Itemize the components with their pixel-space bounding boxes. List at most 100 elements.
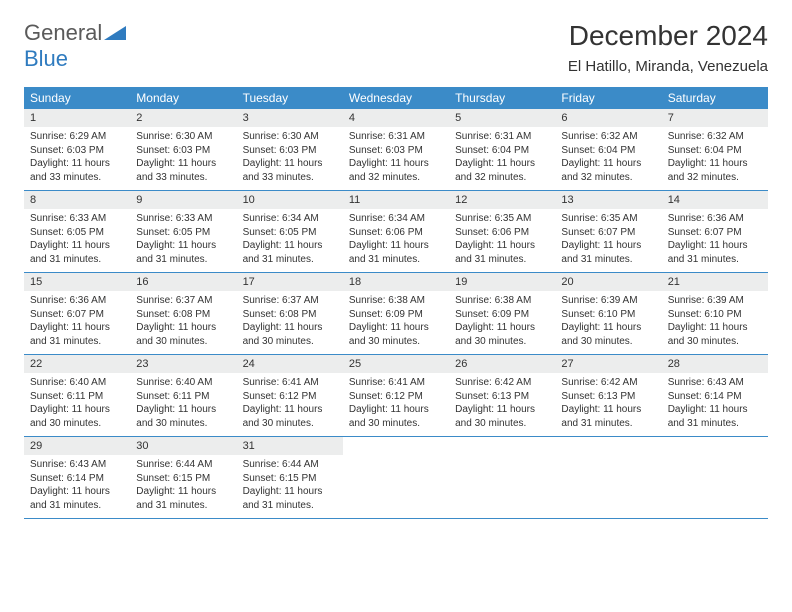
sunrise-text: Sunrise: 6:39 AM bbox=[561, 294, 655, 308]
sunset-text: Sunset: 6:12 PM bbox=[243, 390, 337, 404]
sunset-text: Sunset: 6:07 PM bbox=[668, 226, 762, 240]
daylight-text: Daylight: 11 hours and 31 minutes. bbox=[668, 239, 762, 266]
sunset-text: Sunset: 6:07 PM bbox=[30, 308, 124, 322]
day-cell: 20Sunrise: 6:39 AMSunset: 6:10 PMDayligh… bbox=[555, 273, 661, 354]
week-row: 15Sunrise: 6:36 AMSunset: 6:07 PMDayligh… bbox=[24, 273, 768, 355]
daylight-text: Daylight: 11 hours and 32 minutes. bbox=[668, 157, 762, 184]
week-row: 1Sunrise: 6:29 AMSunset: 6:03 PMDaylight… bbox=[24, 109, 768, 191]
day-number: 10 bbox=[237, 191, 343, 209]
sunrise-text: Sunrise: 6:40 AM bbox=[30, 376, 124, 390]
day-body: Sunrise: 6:31 AMSunset: 6:04 PMDaylight:… bbox=[449, 127, 555, 190]
sunset-text: Sunset: 6:03 PM bbox=[243, 144, 337, 158]
day-number: 23 bbox=[130, 355, 236, 373]
calendar: Sunday Monday Tuesday Wednesday Thursday… bbox=[24, 87, 768, 519]
sunrise-text: Sunrise: 6:32 AM bbox=[668, 130, 762, 144]
day-body: Sunrise: 6:43 AMSunset: 6:14 PMDaylight:… bbox=[24, 455, 130, 518]
day-number: 5 bbox=[449, 109, 555, 127]
sunrise-text: Sunrise: 6:37 AM bbox=[136, 294, 230, 308]
day-number: 24 bbox=[237, 355, 343, 373]
sunrise-text: Sunrise: 6:41 AM bbox=[349, 376, 443, 390]
week-row: 22Sunrise: 6:40 AMSunset: 6:11 PMDayligh… bbox=[24, 355, 768, 437]
day-cell: 27Sunrise: 6:42 AMSunset: 6:13 PMDayligh… bbox=[555, 355, 661, 436]
dow-monday: Monday bbox=[130, 87, 236, 109]
title-block: December 2024 El Hatillo, Miranda, Venez… bbox=[568, 20, 768, 75]
sunrise-text: Sunrise: 6:35 AM bbox=[455, 212, 549, 226]
day-body: Sunrise: 6:36 AMSunset: 6:07 PMDaylight:… bbox=[662, 209, 768, 272]
sunset-text: Sunset: 6:05 PM bbox=[136, 226, 230, 240]
sunrise-text: Sunrise: 6:30 AM bbox=[136, 130, 230, 144]
day-body: Sunrise: 6:31 AMSunset: 6:03 PMDaylight:… bbox=[343, 127, 449, 190]
day-number: 7 bbox=[662, 109, 768, 127]
daylight-text: Daylight: 11 hours and 30 minutes. bbox=[243, 403, 337, 430]
day-of-week-header: Sunday Monday Tuesday Wednesday Thursday… bbox=[24, 87, 768, 109]
dow-tuesday: Tuesday bbox=[237, 87, 343, 109]
day-number: 26 bbox=[449, 355, 555, 373]
day-number: 17 bbox=[237, 273, 343, 291]
sunset-text: Sunset: 6:10 PM bbox=[561, 308, 655, 322]
day-body: Sunrise: 6:44 AMSunset: 6:15 PMDaylight:… bbox=[130, 455, 236, 518]
day-cell: 14Sunrise: 6:36 AMSunset: 6:07 PMDayligh… bbox=[662, 191, 768, 272]
day-cell: 11Sunrise: 6:34 AMSunset: 6:06 PMDayligh… bbox=[343, 191, 449, 272]
day-cell: 21Sunrise: 6:39 AMSunset: 6:10 PMDayligh… bbox=[662, 273, 768, 354]
day-body: Sunrise: 6:34 AMSunset: 6:05 PMDaylight:… bbox=[237, 209, 343, 272]
sunset-text: Sunset: 6:04 PM bbox=[455, 144, 549, 158]
day-body: Sunrise: 6:44 AMSunset: 6:15 PMDaylight:… bbox=[237, 455, 343, 518]
day-cell: 3Sunrise: 6:30 AMSunset: 6:03 PMDaylight… bbox=[237, 109, 343, 190]
day-number: 28 bbox=[662, 355, 768, 373]
daylight-text: Daylight: 11 hours and 31 minutes. bbox=[136, 485, 230, 512]
sunrise-text: Sunrise: 6:30 AM bbox=[243, 130, 337, 144]
sunrise-text: Sunrise: 6:35 AM bbox=[561, 212, 655, 226]
sunset-text: Sunset: 6:04 PM bbox=[668, 144, 762, 158]
day-cell: 22Sunrise: 6:40 AMSunset: 6:11 PMDayligh… bbox=[24, 355, 130, 436]
sunset-text: Sunset: 6:09 PM bbox=[455, 308, 549, 322]
day-number: 14 bbox=[662, 191, 768, 209]
week-row: 29Sunrise: 6:43 AMSunset: 6:14 PMDayligh… bbox=[24, 437, 768, 519]
sunset-text: Sunset: 6:15 PM bbox=[243, 472, 337, 486]
sunrise-text: Sunrise: 6:42 AM bbox=[561, 376, 655, 390]
sunset-text: Sunset: 6:05 PM bbox=[30, 226, 124, 240]
day-body: Sunrise: 6:41 AMSunset: 6:12 PMDaylight:… bbox=[237, 373, 343, 436]
day-cell: 13Sunrise: 6:35 AMSunset: 6:07 PMDayligh… bbox=[555, 191, 661, 272]
day-cell: 25Sunrise: 6:41 AMSunset: 6:12 PMDayligh… bbox=[343, 355, 449, 436]
day-body: Sunrise: 6:42 AMSunset: 6:13 PMDaylight:… bbox=[449, 373, 555, 436]
sunset-text: Sunset: 6:07 PM bbox=[561, 226, 655, 240]
day-body: Sunrise: 6:37 AMSunset: 6:08 PMDaylight:… bbox=[237, 291, 343, 354]
day-number: 12 bbox=[449, 191, 555, 209]
dow-friday: Friday bbox=[555, 87, 661, 109]
daylight-text: Daylight: 11 hours and 31 minutes. bbox=[30, 239, 124, 266]
sunset-text: Sunset: 6:13 PM bbox=[561, 390, 655, 404]
daylight-text: Daylight: 11 hours and 31 minutes. bbox=[243, 239, 337, 266]
day-body: Sunrise: 6:43 AMSunset: 6:14 PMDaylight:… bbox=[662, 373, 768, 436]
daylight-text: Daylight: 11 hours and 31 minutes. bbox=[349, 239, 443, 266]
sunrise-text: Sunrise: 6:37 AM bbox=[243, 294, 337, 308]
daylight-text: Daylight: 11 hours and 31 minutes. bbox=[561, 239, 655, 266]
sunrise-text: Sunrise: 6:33 AM bbox=[136, 212, 230, 226]
day-body: Sunrise: 6:36 AMSunset: 6:07 PMDaylight:… bbox=[24, 291, 130, 354]
page-title: December 2024 bbox=[568, 20, 768, 52]
daylight-text: Daylight: 11 hours and 30 minutes. bbox=[349, 321, 443, 348]
day-cell: 1Sunrise: 6:29 AMSunset: 6:03 PMDaylight… bbox=[24, 109, 130, 190]
day-body: Sunrise: 6:30 AMSunset: 6:03 PMDaylight:… bbox=[130, 127, 236, 190]
day-body: Sunrise: 6:35 AMSunset: 6:07 PMDaylight:… bbox=[555, 209, 661, 272]
sunrise-text: Sunrise: 6:33 AM bbox=[30, 212, 124, 226]
sunrise-text: Sunrise: 6:38 AM bbox=[455, 294, 549, 308]
day-number: 18 bbox=[343, 273, 449, 291]
day-number: 3 bbox=[237, 109, 343, 127]
dow-saturday: Saturday bbox=[662, 87, 768, 109]
sunrise-text: Sunrise: 6:41 AM bbox=[243, 376, 337, 390]
daylight-text: Daylight: 11 hours and 30 minutes. bbox=[243, 321, 337, 348]
logo: General Blue bbox=[24, 20, 126, 72]
day-cell: 2Sunrise: 6:30 AMSunset: 6:03 PMDaylight… bbox=[130, 109, 236, 190]
day-cell: 30Sunrise: 6:44 AMSunset: 6:15 PMDayligh… bbox=[130, 437, 236, 518]
day-number: 13 bbox=[555, 191, 661, 209]
daylight-text: Daylight: 11 hours and 31 minutes. bbox=[561, 403, 655, 430]
sunrise-text: Sunrise: 6:34 AM bbox=[349, 212, 443, 226]
sunrise-text: Sunrise: 6:32 AM bbox=[561, 130, 655, 144]
weeks-container: 1Sunrise: 6:29 AMSunset: 6:03 PMDaylight… bbox=[24, 109, 768, 519]
day-cell: 31Sunrise: 6:44 AMSunset: 6:15 PMDayligh… bbox=[237, 437, 343, 518]
sunrise-text: Sunrise: 6:36 AM bbox=[30, 294, 124, 308]
sunset-text: Sunset: 6:09 PM bbox=[349, 308, 443, 322]
sunset-text: Sunset: 6:15 PM bbox=[136, 472, 230, 486]
day-cell: 23Sunrise: 6:40 AMSunset: 6:11 PMDayligh… bbox=[130, 355, 236, 436]
sunrise-text: Sunrise: 6:29 AM bbox=[30, 130, 124, 144]
